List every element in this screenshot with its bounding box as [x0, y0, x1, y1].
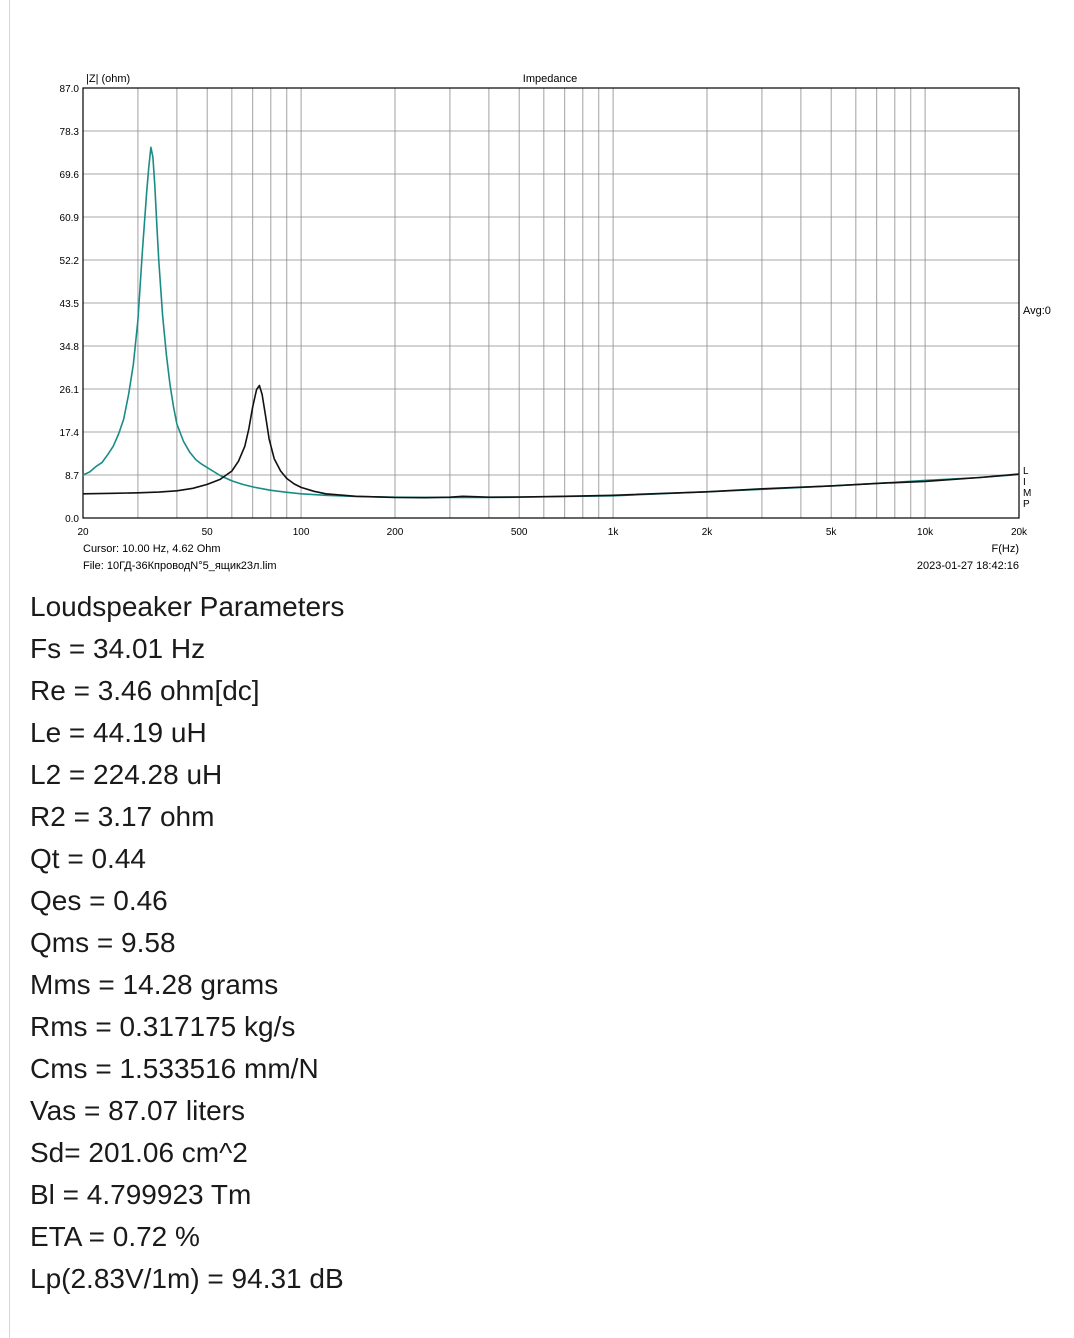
chart-title: Impedance: [523, 73, 577, 85]
x-tick-label: 200: [387, 527, 404, 538]
cursor-readout: Cursor: 10.00 Hz, 4.62 Ohm: [83, 543, 221, 555]
side-mark-letter: P: [1023, 499, 1030, 510]
param-rms: Rms = 0.317175 kg/s: [30, 1011, 296, 1042]
impedance-curve-1: [82, 146, 1020, 499]
loudspeaker-parameters: Loudspeaker Parameters Fs = 34.01 Hz Re …: [30, 586, 344, 1300]
param-l2: L2 = 224.28 uH: [30, 759, 223, 790]
x-tick-label: 5k: [826, 527, 838, 538]
param-qes: Qes = 0.46: [30, 885, 168, 916]
param-eta: ETA = 0.72 %: [30, 1221, 200, 1252]
x-tick-label: 20k: [1011, 527, 1028, 538]
x-axis-label: F(Hz): [992, 543, 1020, 555]
x-tick-label: 2k: [702, 527, 714, 538]
param-mms: Mms = 14.28 grams: [30, 969, 279, 1000]
param-re: Re = 3.46 ohm[dc]: [30, 675, 260, 706]
param-qt: Qt = 0.44: [30, 843, 146, 874]
impedance-curve-2: [82, 384, 1020, 499]
param-lp: Lp(2.83V/1m) = 94.31 dB: [30, 1263, 344, 1294]
y-tick-label: 87.0: [60, 84, 80, 95]
y-tick-label: 78.3: [60, 127, 80, 138]
y-tick-label: 34.8: [60, 342, 80, 353]
y-tick-label: 8.7: [65, 471, 79, 482]
y-tick-label: 17.4: [60, 428, 80, 439]
y-tick-label: 43.5: [60, 299, 80, 310]
plot-frame: [82, 87, 1020, 519]
timestamp: 2023-01-27 18:42:16: [917, 560, 1019, 572]
chart-series: [82, 146, 1020, 499]
param-sd: Sd= 201.06 cm^2: [30, 1137, 248, 1168]
param-vas: Vas = 87.07 liters: [30, 1095, 246, 1126]
page-left-rule: [9, 0, 10, 1338]
x-tick-label: 500: [511, 527, 528, 538]
y-tick-label: 60.9: [60, 213, 80, 224]
side-mark-letter: I: [1023, 477, 1026, 488]
impedance-chart: 0.0 8.7 17.4 26.1 34.8 43.5 52.2 60.9 69.6 78.3 87…: [60, 73, 1051, 572]
x-tick-label: 1k: [608, 527, 620, 538]
param-r2: R2 = 3.17 ohm: [30, 801, 215, 832]
x-tick-label: 100: [293, 527, 310, 538]
chart-grid: [83, 88, 1019, 518]
side-mark-letter: M: [1023, 488, 1031, 499]
y-axis-label: |Z| (ohm): [86, 73, 130, 85]
file-name: File: 10ГД-36КпроводN°5_ящик23л.lim: [83, 560, 277, 572]
params-heading: Loudspeaker Parameters: [30, 591, 345, 622]
y-tick-labels: 0.0 8.7 17.4 26.1 34.8 43.5 52.2 60.9 69.6 78.3 87…: [60, 84, 80, 525]
x-tick-labels: 20 50 100 200 500 1k 2k 5k 10k 20k: [77, 527, 1028, 538]
y-tick-label: 69.6: [60, 170, 80, 181]
param-le: Le = 44.19 uH: [30, 717, 207, 748]
x-tick-label: 20: [77, 527, 89, 538]
y-tick-label: 26.1: [60, 385, 80, 396]
param-bl: Bl = 4.799923 Tm: [30, 1179, 252, 1210]
x-tick-label: 50: [202, 527, 214, 538]
param-cms: Cms = 1.533516 mm/N: [30, 1053, 319, 1084]
param-qms: Qms = 9.58: [30, 927, 176, 958]
param-fs: Fs = 34.01 Hz: [30, 633, 206, 664]
y-tick-label: 52.2: [60, 256, 80, 267]
x-tick-label: 10k: [917, 527, 934, 538]
side-mark-letter: L: [1023, 466, 1029, 477]
avg-label: Avg:0: [1023, 305, 1051, 317]
y-tick-label: 0.0: [65, 514, 79, 525]
